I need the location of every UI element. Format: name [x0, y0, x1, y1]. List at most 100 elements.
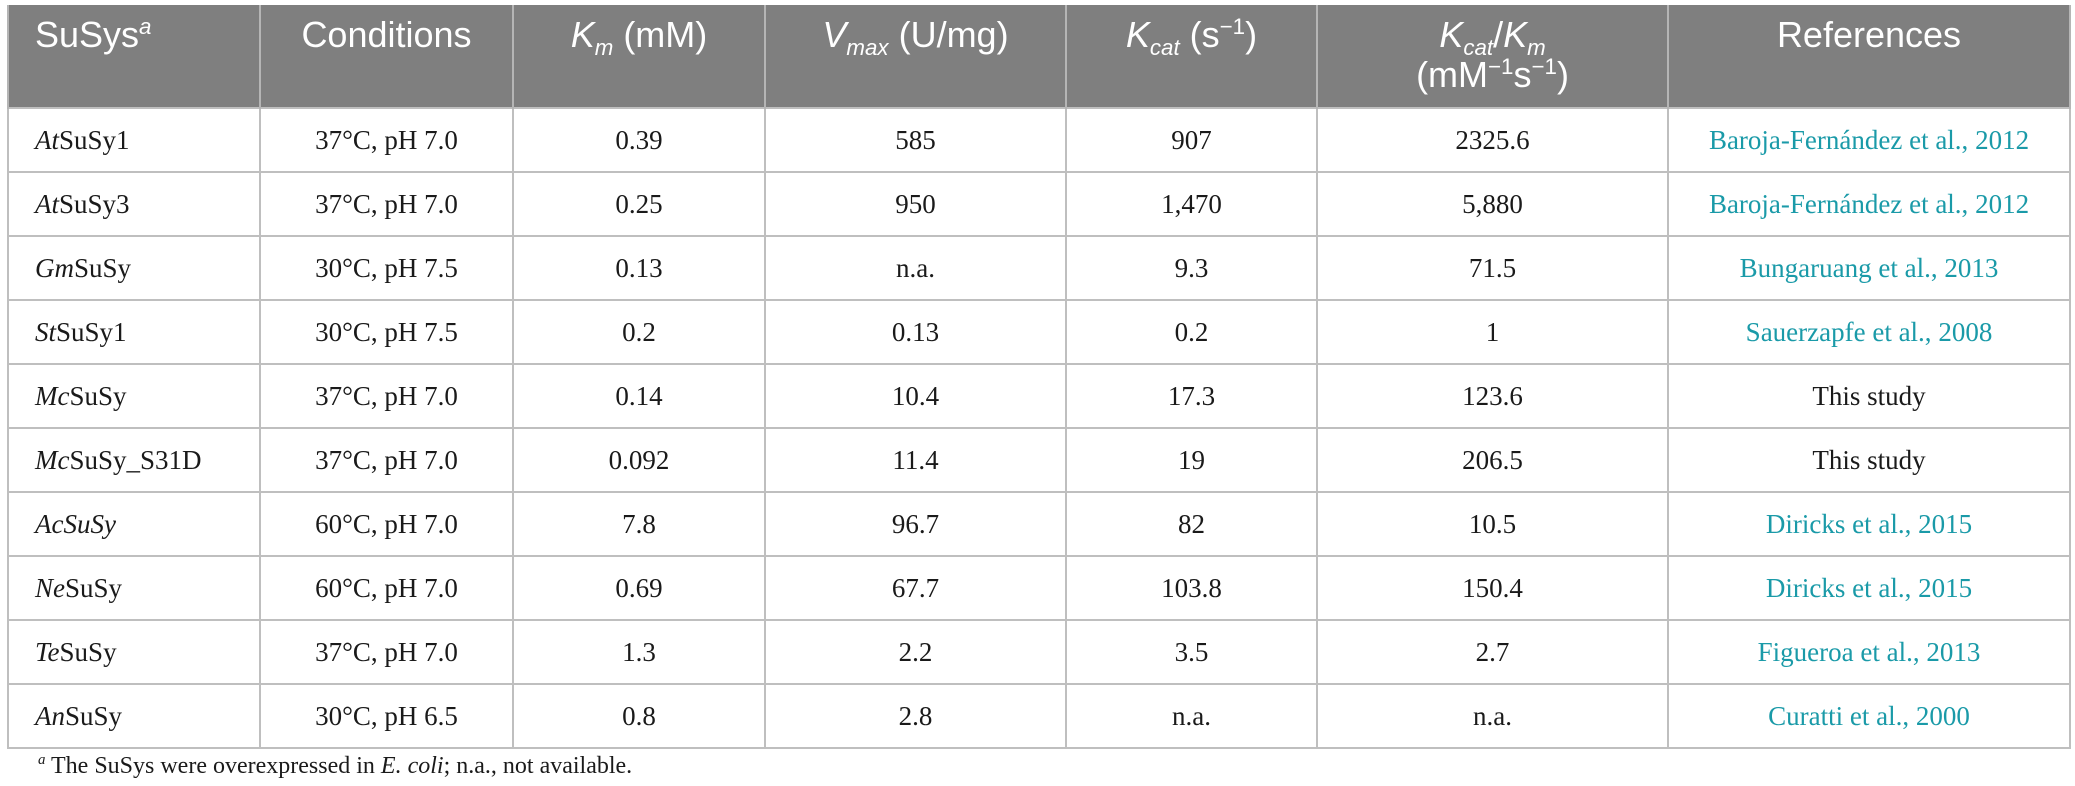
reference-authors[interactable]: Curatti et al.,	[1768, 700, 1916, 731]
cell-susys: TeSuSy	[7, 619, 261, 685]
susys-name: SuSy1	[59, 124, 130, 155]
reference-authors[interactable]: Bungaruang et al.,	[1739, 252, 1945, 283]
table-row: AtSuSy3 37°C, pH 7.0 0.25 950 1,470 5,880 Baro…	[7, 171, 2071, 237]
footnote-marker: a	[38, 752, 46, 768]
cell-susys: AcSuSy	[7, 491, 261, 557]
reference-authors[interactable]: Sauerzapfe et al.,	[1745, 316, 1939, 347]
reference-authors[interactable]: Figueroa et al.,	[1757, 636, 1927, 667]
table-row: AnSuSy 30°C, pH 6.5 0.8 2.8 n.a. n.a. Curatti …	[7, 683, 2071, 749]
cell-vmax: n.a.	[764, 235, 1067, 301]
header-kcat-symbol: K	[1125, 14, 1150, 55]
header-vmax-symbol: V	[822, 14, 847, 55]
cell-vmax: 2.2	[764, 619, 1067, 685]
susys-organism-prefix: AcSuSy	[35, 508, 116, 539]
susys-organism-prefix: Te	[35, 636, 60, 667]
susys-name: SuSy_S31D	[69, 444, 202, 475]
cell-conditions: 37°C, pH 7.0	[259, 107, 514, 173]
cell-reference[interactable]: Diricks et al., 2015	[1667, 555, 2071, 621]
table-row: McSuSy_S31D 37°C, pH 7.0 0.092 11.4 19 206.5 T…	[7, 427, 2071, 493]
header-ratio-kcat-symbol: K	[1439, 14, 1464, 55]
cell-conditions: 37°C, pH 7.0	[259, 171, 514, 237]
cell-km: 0.39	[512, 107, 766, 173]
cell-kcat-km: 206.5	[1316, 427, 1669, 493]
cell-vmax: 67.7	[764, 555, 1067, 621]
susys-organism-prefix: Mc	[35, 380, 70, 411]
cell-vmax: 585	[764, 107, 1067, 173]
susys-name: SuSy	[59, 636, 117, 667]
cell-km: 0.14	[512, 363, 766, 429]
cell-km: 0.8	[512, 683, 766, 749]
header-ratio-kcat-subscript: cat	[1463, 35, 1494, 61]
cell-kcat: 3.5	[1065, 619, 1318, 685]
header-conditions: Conditions	[259, 5, 514, 108]
cell-km: 1.3	[512, 619, 766, 685]
table-row: TeSuSy 37°C, pH 7.0 1.3 2.2 3.5 2.7 Figueroa e…	[7, 619, 2071, 685]
header-ratio-unit-close: )	[1556, 54, 1569, 95]
cell-reference[interactable]: Bungaruang et al., 2013	[1667, 235, 2071, 301]
header-ratio-slash: /	[1493, 14, 1504, 55]
cell-kcat-km: 2325.6	[1316, 107, 1669, 173]
footnote-text-before: The SuSys were overexpressed in	[45, 753, 381, 779]
header-ratio-km-symbol: K	[1503, 14, 1528, 55]
cell-reference[interactable]: Sauerzapfe et al., 2008	[1667, 299, 2071, 365]
susys-organism-prefix: At	[35, 188, 59, 219]
cell-conditions: 37°C, pH 7.0	[259, 363, 514, 429]
reference-authors[interactable]: Diricks et al.,	[1765, 572, 1919, 603]
kinetics-table: SuSysa Conditions Km (mM) Vmax (U/mg) Kc…	[7, 5, 2071, 749]
cell-km: 7.8	[512, 491, 766, 557]
susys-organism-prefix: An	[35, 700, 65, 731]
cell-reference[interactable]: Figueroa et al., 2013	[1667, 619, 2071, 685]
header-conditions-text: Conditions	[301, 14, 472, 55]
cell-kcat-km: 5,880	[1316, 171, 1669, 237]
reference-year[interactable]: 2013	[1944, 252, 1999, 283]
reference-year[interactable]: 2008	[1938, 316, 1993, 347]
cell-conditions: 60°C, pH 7.0	[259, 491, 514, 557]
reference-authors[interactable]: Baroja-Fernández et al.,	[1708, 188, 1976, 219]
header-susys-text: SuSys	[35, 14, 140, 55]
reference-authors: This study	[1812, 444, 1926, 475]
cell-kcat: 103.8	[1065, 555, 1318, 621]
cell-reference[interactable]: Diricks et al., 2015	[1667, 491, 2071, 557]
cell-susys: AnSuSy	[7, 683, 261, 749]
reference-year[interactable]: 2015	[1918, 572, 1973, 603]
reference-authors[interactable]: Diricks et al.,	[1765, 508, 1919, 539]
reference-year[interactable]: 2012	[1975, 124, 2030, 155]
susys-name: SuSy	[74, 252, 132, 283]
cell-kcat-km: 10.5	[1316, 491, 1669, 557]
table-row: AcSuSy 60°C, pH 7.0 7.8 96.7 82 10.5 Diricks e…	[7, 491, 2071, 557]
cell-kcat: 1,470	[1065, 171, 1318, 237]
cell-susys: McSuSy	[7, 363, 261, 429]
header-km-symbol: K	[570, 14, 595, 55]
header-vmax-unit: (U/mg)	[888, 14, 1009, 55]
cell-reference: This study	[1667, 427, 2071, 493]
table-row: StSuSy1 30°C, pH 7.5 0.2 0.13 0.2 1 Sauerzapfe…	[7, 299, 2071, 365]
susys-name: SuSy	[69, 380, 127, 411]
susys-organism-prefix: St	[35, 316, 57, 347]
cell-conditions: 30°C, pH 7.5	[259, 235, 514, 301]
cell-kcat-km: 2.7	[1316, 619, 1669, 685]
cell-reference[interactable]: Curatti et al., 2000	[1667, 683, 2071, 749]
cell-kcat: 19	[1065, 427, 1318, 493]
header-kcat: Kcat (s−1)	[1065, 5, 1318, 108]
cell-reference[interactable]: Baroja-Fernández et al., 2012	[1667, 107, 2071, 173]
reference-year[interactable]: 2012	[1975, 188, 2030, 219]
cell-conditions: 60°C, pH 7.0	[259, 555, 514, 621]
reference-year[interactable]: 2013	[1926, 636, 1981, 667]
susys-name: SuSy	[65, 700, 123, 731]
susys-organism-prefix: At	[35, 124, 59, 155]
reference-authors[interactable]: Baroja-Fernández et al.,	[1708, 124, 1976, 155]
reference-year[interactable]: 2000	[1915, 700, 1970, 731]
cell-kcat-km: 1	[1316, 299, 1669, 365]
header-susys: SuSysa	[7, 5, 261, 108]
susys-name: SuSy	[65, 572, 123, 603]
cell-kcat: 0.2	[1065, 299, 1318, 365]
header-kcat-unit: (s	[1179, 14, 1220, 55]
cell-kcat-km: 71.5	[1316, 235, 1669, 301]
cell-reference[interactable]: Baroja-Fernández et al., 2012	[1667, 171, 2071, 237]
header-km: Km (mM)	[512, 5, 766, 108]
susys-organism-prefix: Mc	[35, 444, 70, 475]
reference-year[interactable]: 2015	[1918, 508, 1973, 539]
cell-km: 0.25	[512, 171, 766, 237]
cell-kcat: 9.3	[1065, 235, 1318, 301]
table-row: GmSuSy 30°C, pH 7.5 0.13 n.a. 9.3 71.5 Bungaru…	[7, 235, 2071, 301]
